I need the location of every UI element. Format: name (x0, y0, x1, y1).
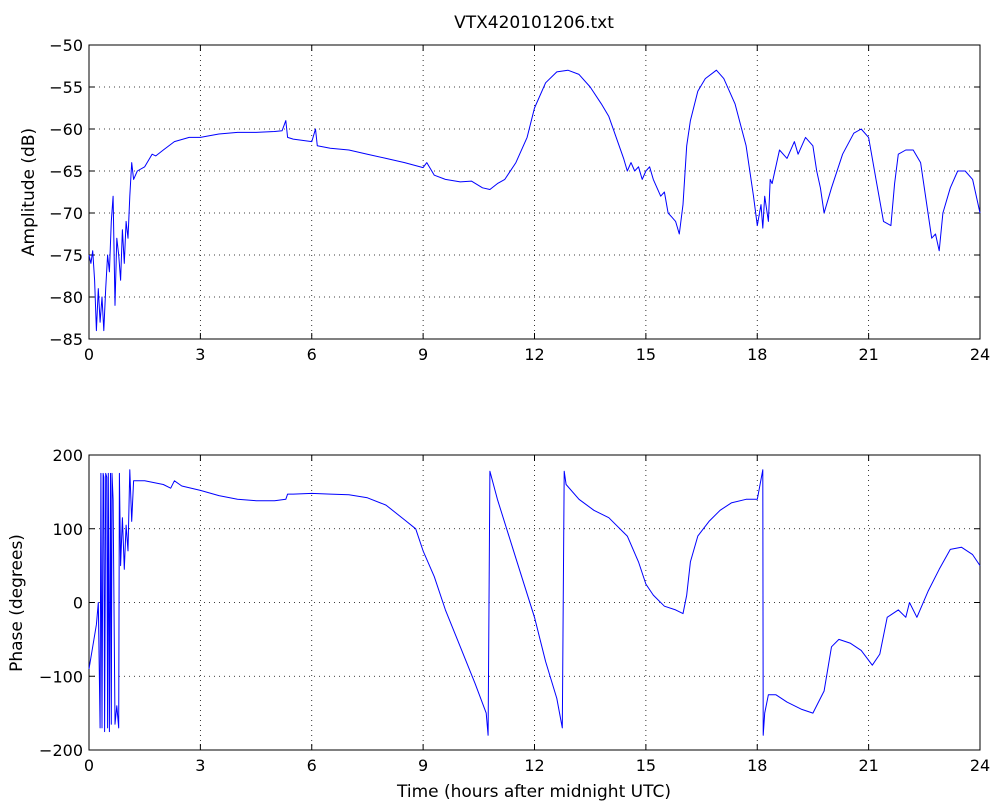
amplitude-y-tick-label: −55 (49, 78, 83, 97)
phase-y-tick-label: 100 (52, 520, 83, 539)
amplitude-x-tick-label: 6 (307, 345, 317, 364)
phase-y-tick-label: 200 (52, 446, 83, 465)
amplitude-trace (88, 69, 981, 332)
chart-title: VTX420101206.txt (454, 13, 614, 33)
amplitude-x-tick-labels: 0 3 6 9 12 15 18 21 24 (84, 345, 990, 364)
phase-x-axis-label: Time (hours after midnight UTC) (396, 782, 671, 802)
phase-grid (89, 455, 980, 750)
amplitude-y-tick-label: −60 (49, 120, 83, 139)
phase-x-tick-label: 12 (524, 756, 544, 775)
amplitude-y-tick-label: −70 (49, 204, 83, 223)
phase-x-tick-label: 3 (195, 756, 205, 775)
amplitude-y-axis-label: Amplitude (dB) (19, 128, 39, 256)
amplitude-x-tick-label: 12 (524, 345, 544, 364)
amplitude-x-tick-label: 3 (195, 345, 205, 364)
amplitude-y-tick-label: −85 (49, 330, 83, 349)
phase-x-tick-label: 15 (636, 756, 656, 775)
phase-y-tick-label: 0 (73, 594, 83, 613)
phase-x-tick-labels: 0 3 6 9 12 15 18 21 24 (84, 756, 990, 775)
amplitude-x-tick-label: 18 (747, 345, 767, 364)
amplitude-ticks (88, 44, 981, 340)
phase-y-tick-label: −200 (39, 741, 83, 760)
amplitude-x-tick-label: 9 (418, 345, 428, 364)
amplitude-panel: 0 3 6 9 12 15 18 21 24 −50−55−60−65−70−75−80−85 … (19, 36, 990, 364)
phase-x-tick-label: 21 (858, 756, 878, 775)
phase-x-tick-label: 18 (747, 756, 767, 775)
phase-x-tick-label: 24 (970, 756, 990, 775)
phase-ticks (88, 454, 981, 751)
amplitude-y-tick-label: −80 (49, 288, 83, 307)
amplitude-x-tick-label: 15 (636, 345, 656, 364)
phase-panel: 0 3 6 9 12 15 18 21 24 200 100 0 −100 −200 Phase (de… (7, 446, 990, 802)
phase-x-tick-label: 6 (307, 756, 317, 775)
amplitude-y-tick-label: −65 (49, 162, 83, 181)
phase-trace (88, 469, 981, 736)
amplitude-y-tick-label: −50 (49, 36, 83, 55)
amplitude-x-tick-label: 0 (84, 345, 94, 364)
phase-x-tick-label: 9 (418, 756, 428, 775)
amplitude-y-tick-label: −75 (49, 246, 83, 265)
phase-y-tick-label: −100 (39, 667, 83, 686)
amplitude-y-tick-labels: −50 −55 −60 −65 −70 −75 −80 −85 (49, 36, 83, 349)
phase-y-axis-label: Phase (degrees) (7, 534, 27, 672)
phase-x-tick-label: 0 (84, 756, 94, 775)
amplitude-grid (89, 45, 980, 339)
amplitude-x-tick-label: 21 (858, 345, 878, 364)
phase-y-tick-labels: 200 100 0 −100 −200 (39, 446, 83, 760)
amplitude-x-tick-label: 24 (970, 345, 990, 364)
